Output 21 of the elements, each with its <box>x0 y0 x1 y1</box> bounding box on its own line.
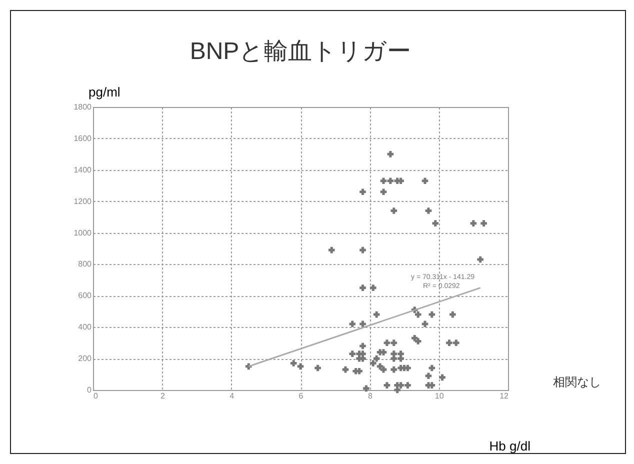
y-axis-title: pg/ml <box>88 84 120 100</box>
text: 相関なし <box>553 375 601 389</box>
y-tick-label: 1200 <box>74 196 92 206</box>
y-tick-label: 600 <box>78 291 92 300</box>
y-tick-label: 0 <box>87 386 92 394</box>
y-tick-label: 1800 <box>74 102 92 112</box>
y-tick-label: 1400 <box>74 165 92 174</box>
x-axis-title: Hb g/dl <box>489 438 531 454</box>
x-tick-label: 2 <box>160 392 166 400</box>
y-tick-label: 400 <box>78 322 92 332</box>
y-tick-label: 800 <box>78 260 92 269</box>
chart-title: BNPと輸血トリガー <box>190 38 412 65</box>
y-tick-label: 1000 <box>74 228 92 238</box>
x-tick-label: 8 <box>368 392 373 400</box>
x-tick-label: 10 <box>434 392 444 400</box>
x-tick-label: 12 <box>500 392 510 400</box>
y-tick-label: 1600 <box>74 134 92 143</box>
x-tick-label: 6 <box>298 392 304 400</box>
x-tick-label: 0 <box>94 392 98 400</box>
y-tick-label: 200 <box>78 354 92 364</box>
x-tick-label: 4 <box>230 392 235 400</box>
